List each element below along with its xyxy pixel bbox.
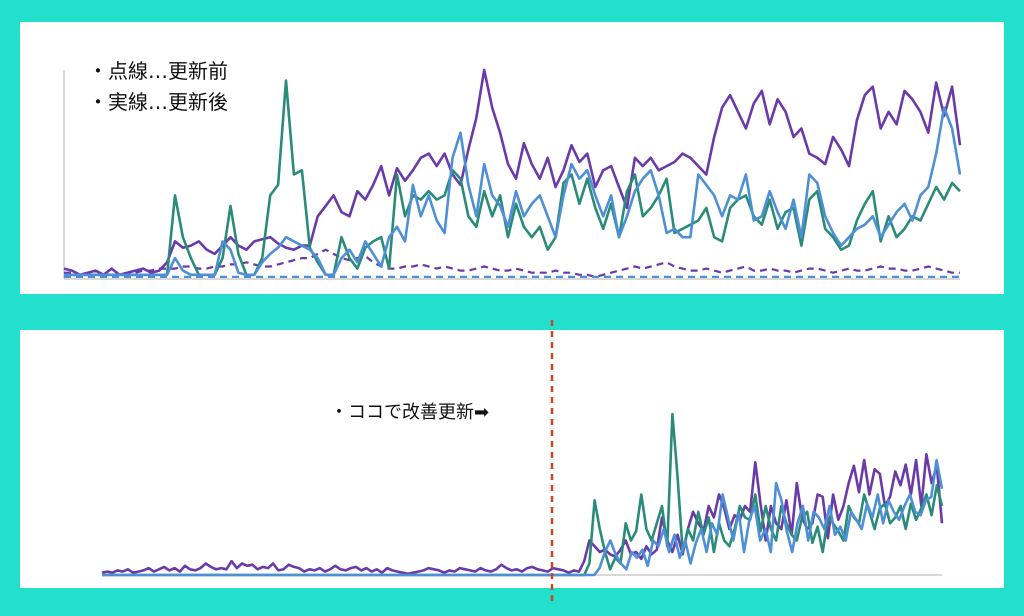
legend: ・点線…更新前 ・実線…更新後 [88,56,228,118]
top-series-blue-solid [64,106,962,277]
improvement-annotation: ・ココで改善更新➡ [330,402,490,423]
line-chart-top [63,68,962,280]
legend-item-solid: ・実線…更新後 [88,90,228,114]
top-series-purple-dotted [64,248,960,278]
legend-item-dotted: ・点線…更新前 [88,59,228,83]
bottom-series-blue [102,458,944,577]
bottom-series-green [102,412,944,577]
top-series-purple-solid [63,68,962,277]
chart-panel-improvement: ・ココで改善更新➡ [20,330,1004,588]
line-chart-bottom [101,412,944,577]
chart-panel-before-after: ・点線…更新前 ・実線…更新後 [20,22,1004,294]
